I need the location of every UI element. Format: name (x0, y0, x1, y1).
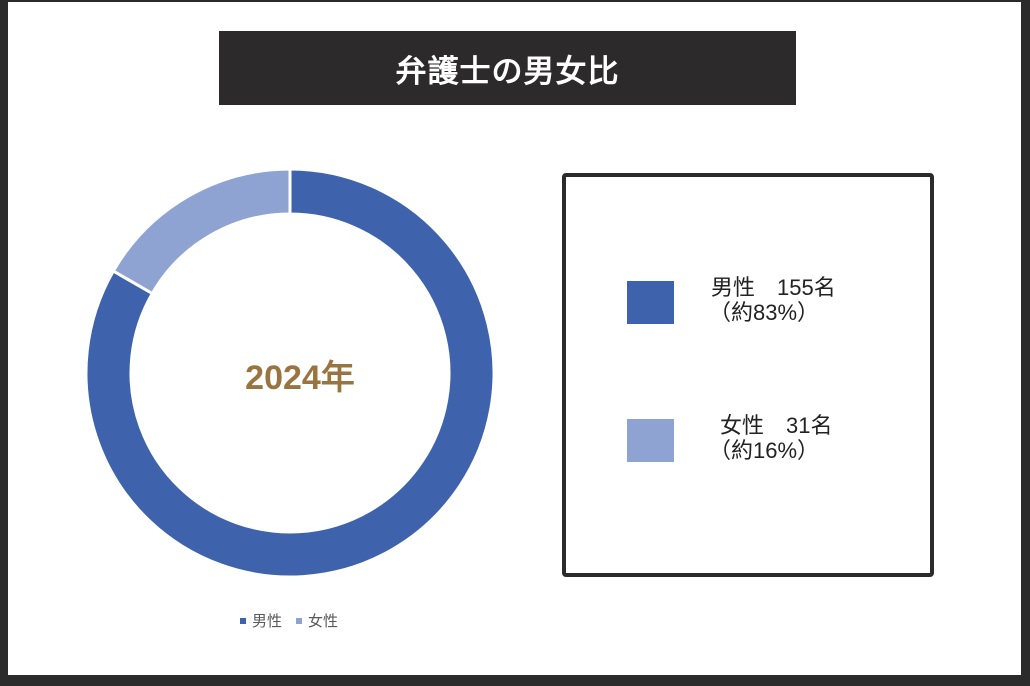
summary-text-female: 女性 31名 （約16%） (709, 413, 833, 463)
donut-slices (84, 167, 496, 579)
female-count: 女性 31名 (720, 413, 833, 438)
year-label: 2024年 (245, 359, 355, 397)
legend-label-male: 男性 (252, 612, 283, 630)
title-banner: 弁護士の男女比 (219, 31, 796, 105)
legend-item-female: 女性 (296, 610, 338, 631)
chart-title: 弁護士の男女比 (395, 53, 620, 90)
female-percent: （約16%） (709, 438, 820, 463)
summary-box: 男性 155名 （約83%） 女性 31名 （約16%） (562, 173, 934, 577)
summary-text-male: 男性 155名 （約83%） (709, 275, 836, 325)
legend-swatch-female (296, 617, 303, 624)
summary-entry-male: 男性 155名 （約83%） (627, 275, 836, 325)
swatch-male (627, 281, 674, 324)
male-count: 男性 155名 (711, 275, 836, 300)
legend-item-male: 男性 (240, 610, 282, 631)
swatch-female (627, 419, 674, 462)
donut-slice-male (84, 167, 496, 579)
legend-swatch-male (240, 617, 246, 624)
summary-entry-female: 女性 31名 （約16%） (627, 413, 832, 463)
male-percent: （約83%） (709, 300, 820, 325)
legend-label-female: 女性 (308, 612, 339, 630)
donut-slice-female (111, 167, 292, 296)
donut-chart (84, 167, 496, 579)
chart-legend: 男性 女性 (240, 610, 338, 631)
